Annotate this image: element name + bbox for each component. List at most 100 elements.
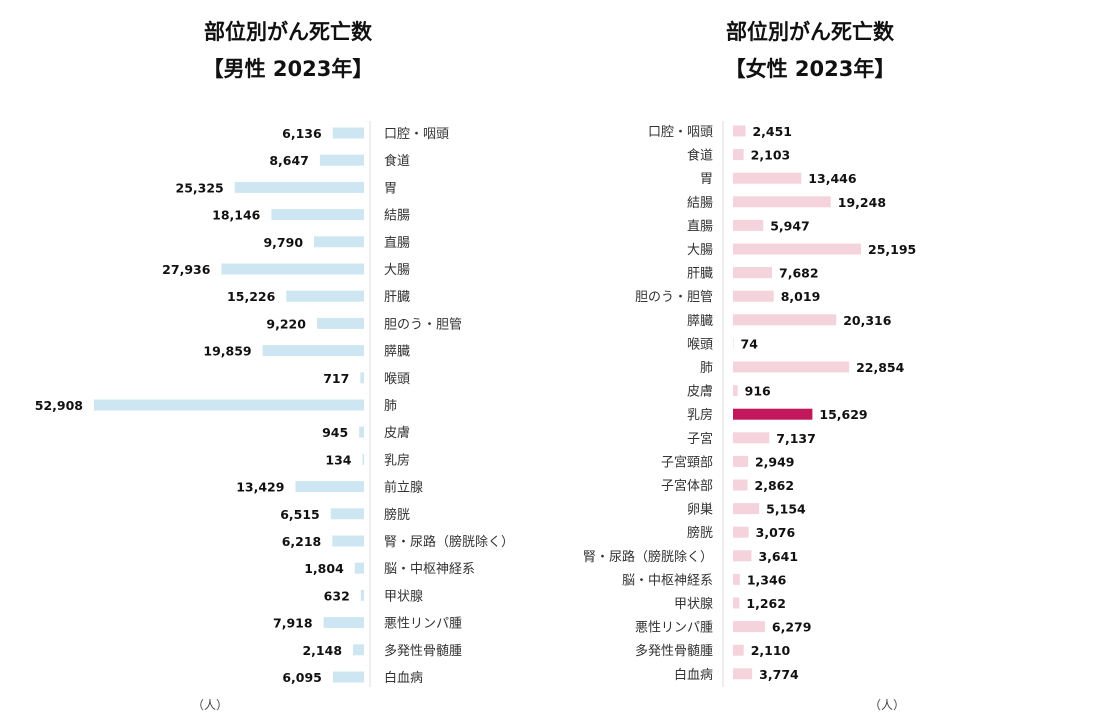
male-bar <box>316 317 364 329</box>
female-bar <box>733 196 831 208</box>
male-category-label: 皮膚 <box>384 425 410 441</box>
female-value-label: 74 <box>741 336 759 351</box>
female-category-label: 肝臓 <box>687 267 713 282</box>
male-bar <box>332 535 364 547</box>
male-category-label: 悪性リンパ腫 <box>384 616 462 632</box>
female-value-label: 3,076 <box>756 525 796 540</box>
female-bar <box>733 172 802 184</box>
male-category-label: 膀胱 <box>384 507 410 523</box>
female-bar <box>733 243 861 255</box>
male-category-label: 喉頭 <box>384 372 410 387</box>
male-bar <box>94 399 364 411</box>
male-bar <box>295 481 364 493</box>
female-bar <box>733 597 740 609</box>
male-value-label: 945 <box>322 425 348 440</box>
male-value-label: 6,095 <box>282 670 322 685</box>
male-value-label: 27,936 <box>162 262 211 277</box>
female-bar <box>733 149 744 161</box>
male-value-label: 15,226 <box>227 289 276 304</box>
male-bar <box>359 426 364 438</box>
female-category-label: 甲状腺 <box>674 597 713 612</box>
female-category-label: 子宮 <box>687 431 713 447</box>
male-value-label: 632 <box>324 588 350 603</box>
female-category-label: 卵巣 <box>687 503 713 518</box>
male-value-label: 717 <box>323 371 349 386</box>
male-bar <box>354 562 364 574</box>
male-category-label: 多発性骨髄腫 <box>384 643 462 659</box>
female-value-label: 1,346 <box>747 572 787 587</box>
female-category-label: 膵臓 <box>687 314 713 329</box>
female-value-label: 2,451 <box>752 124 792 139</box>
female-value-label: 2,110 <box>751 643 791 658</box>
female-value-label: 916 <box>745 384 771 399</box>
female-bars: 2,451 口腔・咽頭 2,103 食道 13,446 胃 19,248 結腸 5,947 直腸 2… <box>583 124 916 683</box>
female-category-label: 口腔・咽頭 <box>648 125 713 140</box>
female-category-label: 肺 <box>700 361 713 376</box>
male-category-label: 腎・尿路（膀胱除く） <box>384 534 514 550</box>
female-value-label: 25,195 <box>868 242 916 257</box>
female-bar <box>733 385 738 397</box>
male-bar <box>330 508 364 520</box>
male-value-label: 6,515 <box>280 507 320 522</box>
female-bar <box>733 125 746 137</box>
male-value-label: 1,804 <box>304 561 344 576</box>
female-bar <box>733 267 773 279</box>
female-value-label: 13,446 <box>808 171 857 186</box>
male-bar <box>234 181 364 193</box>
male-category-label: 前立腺 <box>384 480 423 496</box>
female-bar <box>733 361 850 373</box>
male-category-label: 直腸 <box>384 236 410 251</box>
female-bar <box>733 219 764 231</box>
female-unit-label: （人） <box>869 698 905 712</box>
male-bar <box>353 644 364 656</box>
female-category-label: 大腸 <box>687 243 713 258</box>
male-value-label: 52,908 <box>35 398 83 413</box>
male-value-label: 9,220 <box>266 316 306 331</box>
male-bar <box>314 236 364 248</box>
male-value-label: 7,918 <box>273 616 313 631</box>
male-value-label: 6,218 <box>282 534 322 549</box>
female-bar <box>733 337 734 349</box>
female-category-label: 食道 <box>687 148 713 164</box>
female-category-label: 多発性骨髄腫 <box>635 643 713 659</box>
male-category-label: 乳房 <box>384 452 410 468</box>
female-value-label: 2,103 <box>751 148 791 163</box>
male-bar <box>262 345 364 357</box>
female-category-label: 乳房 <box>687 407 713 423</box>
female-bar <box>733 526 749 538</box>
male-category-label: 結腸 <box>384 209 410 224</box>
male-value-label: 2,148 <box>302 643 342 658</box>
male-category-label: 食道 <box>384 153 410 169</box>
female-bar <box>733 455 748 467</box>
female-chart: 部位別がん死亡数 【女性 2023年】 2,451 口腔・咽頭 2,103 食道 13,… <box>583 20 916 712</box>
male-bar <box>362 453 364 465</box>
female-bar <box>733 573 740 585</box>
male-unit-label: （人） <box>192 698 228 712</box>
female-chart-title: 部位別がん死亡数 <box>726 20 895 44</box>
female-value-label: 8,019 <box>781 289 821 304</box>
male-chart-subtitle: 【男性 2023年】 <box>203 57 374 81</box>
female-category-label: 子宮体部 <box>661 478 713 494</box>
male-category-label: 大腸 <box>384 263 410 278</box>
male-bar <box>332 671 364 683</box>
female-bar <box>733 408 813 420</box>
female-value-label: 20,316 <box>843 313 892 328</box>
male-value-label: 9,790 <box>263 235 303 250</box>
female-value-label: 19,248 <box>838 195 886 210</box>
female-category-label: 結腸 <box>687 196 713 211</box>
female-value-label: 22,854 <box>856 360 905 375</box>
male-value-label: 6,136 <box>282 126 322 141</box>
female-category-label: 胃 <box>700 172 713 187</box>
female-value-label: 15,629 <box>819 407 867 422</box>
female-bar <box>733 621 765 633</box>
female-category-label: 胆のう・胆管 <box>635 290 713 305</box>
female-value-label: 1,262 <box>746 596 786 611</box>
female-category-label: 悪性リンパ腫 <box>635 620 713 636</box>
male-bar <box>319 154 364 166</box>
male-bar <box>360 372 364 384</box>
female-value-label: 5,154 <box>766 502 806 517</box>
male-value-label: 134 <box>325 452 351 467</box>
male-value-label: 25,325 <box>176 180 224 195</box>
female-value-label: 2,949 <box>755 454 795 469</box>
